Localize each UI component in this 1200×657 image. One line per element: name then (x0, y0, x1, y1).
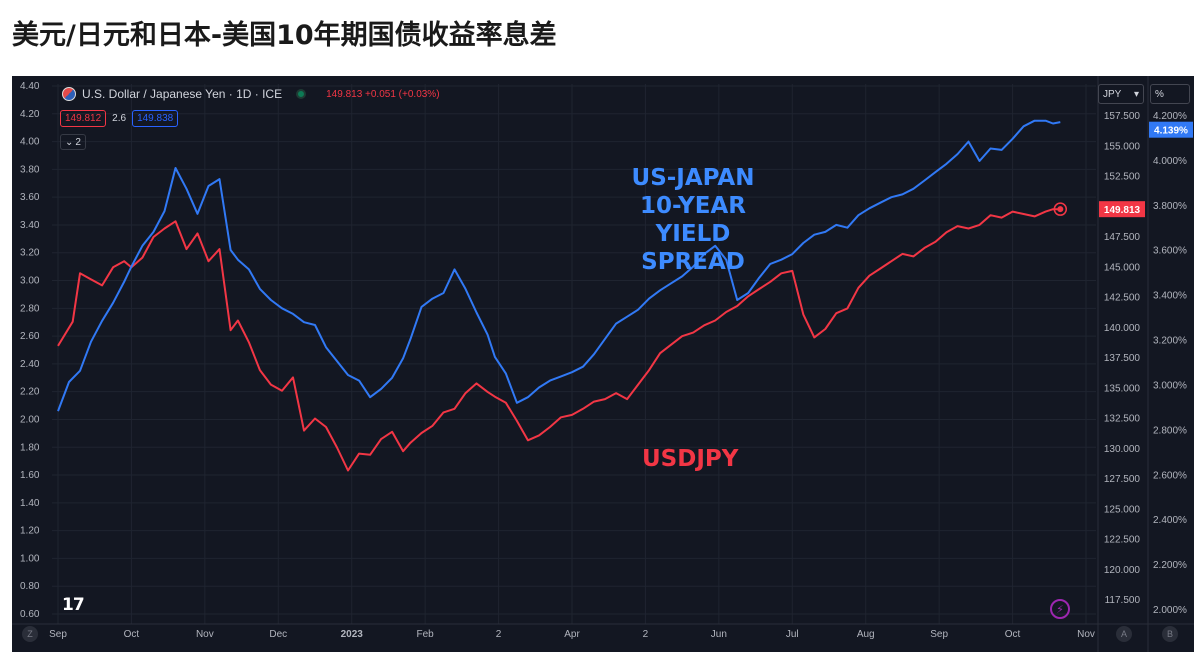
time-axis-tick-label: Oct (124, 629, 140, 640)
jpy-axis-tick-label: 157.500 (1104, 111, 1141, 122)
jpy-axis-tick-label: 120.000 (1104, 565, 1141, 576)
indicators-collapse-button[interactable]: ⌄ 2 (60, 134, 86, 150)
pct-axis-tick-label: 3.200% (1153, 336, 1187, 347)
jpy-axis-tick-label: 147.500 (1104, 232, 1141, 243)
last-value-ring (1053, 202, 1068, 216)
time-axis-tick-label: Feb (417, 629, 435, 640)
last-value-dot (1057, 206, 1064, 213)
yield-spread-series-line[interactable] (57, 119, 1061, 412)
pct-axis-tick-label: 3.000% (1153, 380, 1187, 391)
chart-canvas[interactable]: 4.404.204.003.803.603.403.203.002.802.60… (12, 76, 1194, 652)
page-title: 美元/日元和日本-美国10年期国债收益率息差 (12, 20, 557, 51)
left-axis-tick-label: 1.60 (20, 470, 40, 481)
time-axis-tick-label: Jun (711, 629, 727, 640)
left-axis-tick-label: 2.80 (20, 303, 40, 314)
market-open-status-icon (296, 89, 307, 99)
jpy-axis-tick-label: 127.500 (1104, 474, 1141, 485)
pct-axis-tick-label: 4.000% (1153, 156, 1187, 167)
time-axis-tick-label: 2023 (341, 629, 364, 640)
left-axis-tick-label: 4.40 (20, 81, 40, 92)
left-axis-tick-label: 3.40 (20, 220, 40, 231)
chart-panel[interactable]: 4.40 4.20 4.00 3.80 3.60 3.40 3.20 3.00 2.80 2.60… (12, 76, 1194, 652)
time-axis-tick-label: Nov (1077, 629, 1095, 640)
percent-scale-label: % (1155, 88, 1164, 100)
current-pct-label-bg (1149, 121, 1193, 138)
left-axis-tick-label: 2.40 (20, 359, 40, 370)
auto-scale-button[interactable]: A (1116, 626, 1132, 642)
last-price-label: 149.813 (1104, 205, 1141, 216)
symbol-name[interactable]: U.S. Dollar / Japanese Yen · 1D · ICE (82, 87, 283, 101)
ask-price-button[interactable]: 149.838 (132, 110, 179, 127)
spread-annotation: US-JAPAN 10-YEAR YIELD SPREAD (631, 165, 755, 275)
lightning-icon[interactable]: ⚡ (1050, 599, 1070, 619)
jpy-axis-tick-label: 125.000 (1104, 504, 1141, 515)
currency-selector[interactable]: JPY ▾ (1098, 84, 1144, 104)
pct-axis-tick-label: 2.400% (1153, 515, 1187, 526)
left-axis-tick-label: 1.00 (20, 553, 40, 564)
currency-selector-label: JPY (1103, 88, 1122, 100)
left-axis-tick-label: 0.60 (20, 609, 40, 620)
jpy-axis-tick-label: 142.500 (1104, 293, 1141, 304)
time-axis-tick-label: Sep (930, 629, 948, 640)
jpy-axis-tick-label: 122.500 (1104, 535, 1141, 546)
percent-scale-toggle[interactable]: % (1150, 84, 1190, 104)
tradingview-logo[interactable]: 17 (62, 595, 85, 615)
current-pct-label: 4.139% (1154, 126, 1188, 137)
log-scale-button[interactable]: B (1162, 626, 1178, 642)
jpy-axis-tick-label: 155.000 (1104, 141, 1141, 152)
pct-axis-tick-label: 4.200% (1153, 111, 1187, 122)
left-axis-tick-label: 2.20 (20, 387, 40, 398)
time-axis-tick-label: Nov (196, 629, 214, 640)
time-axis-tick-label: Oct (1005, 629, 1021, 640)
chevron-down-icon: ▾ (1133, 88, 1139, 100)
left-axis-tick-label: 4.20 (20, 109, 40, 120)
pct-axis-tick-label: 3.800% (1153, 201, 1187, 212)
jpy-axis-tick-label: 132.500 (1104, 414, 1141, 425)
symbol-legend[interactable]: U.S. Dollar / Japanese Yen · 1D · ICE 14… (62, 86, 440, 102)
jpy-axis-tick-label: 117.500 (1105, 595, 1141, 606)
time-axis-tick-label: Aug (857, 629, 875, 640)
pct-axis-tick-label: 2.000% (1153, 605, 1187, 616)
left-axis-tick-label: 3.20 (20, 248, 40, 259)
time-axis-tick-label: Jul (786, 629, 799, 640)
left-axis-tick-label: 1.40 (20, 498, 40, 509)
left-axis-tick-label: 3.60 (20, 192, 40, 203)
time-axis-tick-label: Dec (269, 629, 287, 640)
bid-price-button[interactable]: 149.812 (60, 110, 107, 127)
time-axis-tick-label: 2 (643, 629, 649, 640)
time-axis-tick-label: Apr (564, 629, 580, 640)
jpy-axis-tick-label: 137.500 (1104, 353, 1141, 364)
left-axis-tick-label: 2.60 (20, 331, 40, 342)
bid-ask-spread: 2.6 (112, 113, 127, 124)
pct-axis-tick-label: 2.600% (1153, 470, 1187, 481)
jpy-axis-tick-label: 135.000 (1104, 383, 1141, 394)
time-axis-tick-label: 2 (496, 629, 502, 640)
left-axis-tick-label: 1.80 (20, 442, 40, 453)
ohlc-values: 149.813 +0.051 (+0.03%) (326, 88, 440, 100)
pct-axis-tick-label: 2.200% (1153, 560, 1187, 571)
left-axis-tick-label: 0.80 (20, 581, 40, 592)
zoom-reset-button[interactable]: Z (22, 626, 38, 642)
chevron-down-icon: ⌄ (65, 136, 74, 148)
bid-ask-row: 149.812 2.6 149.838 (60, 110, 179, 127)
jpy-axis-tick-label: 140.000 (1104, 323, 1141, 334)
jpy-axis-tick-label: 145.000 (1104, 262, 1141, 273)
pct-axis-tick-label: 3.600% (1153, 246, 1187, 257)
left-axis-tick-label: 3.80 (20, 164, 40, 175)
jpy-axis-tick-label: 152.500 (1104, 172, 1141, 183)
usdjpy-series-line[interactable] (57, 208, 1061, 472)
left-axis-tick-label: 2.00 (20, 414, 40, 425)
pct-axis-tick-label: 2.800% (1153, 425, 1187, 436)
pct-axis-tick-label: 3.400% (1153, 291, 1187, 302)
us-jp-flag-icon (62, 87, 76, 101)
last-price-label-bg (1099, 201, 1145, 218)
jpy-axis-tick-label: 130.000 (1104, 444, 1141, 455)
indicator-count: 2 (75, 136, 81, 148)
left-axis-tick-label: 1.20 (20, 526, 40, 537)
left-axis-tick-label: 3.00 (20, 276, 40, 287)
time-axis-tick-label: Sep (49, 629, 67, 640)
left-axis-tick-label: 4.00 (20, 137, 40, 148)
usdjpy-annotation: USDJPY (642, 446, 739, 472)
